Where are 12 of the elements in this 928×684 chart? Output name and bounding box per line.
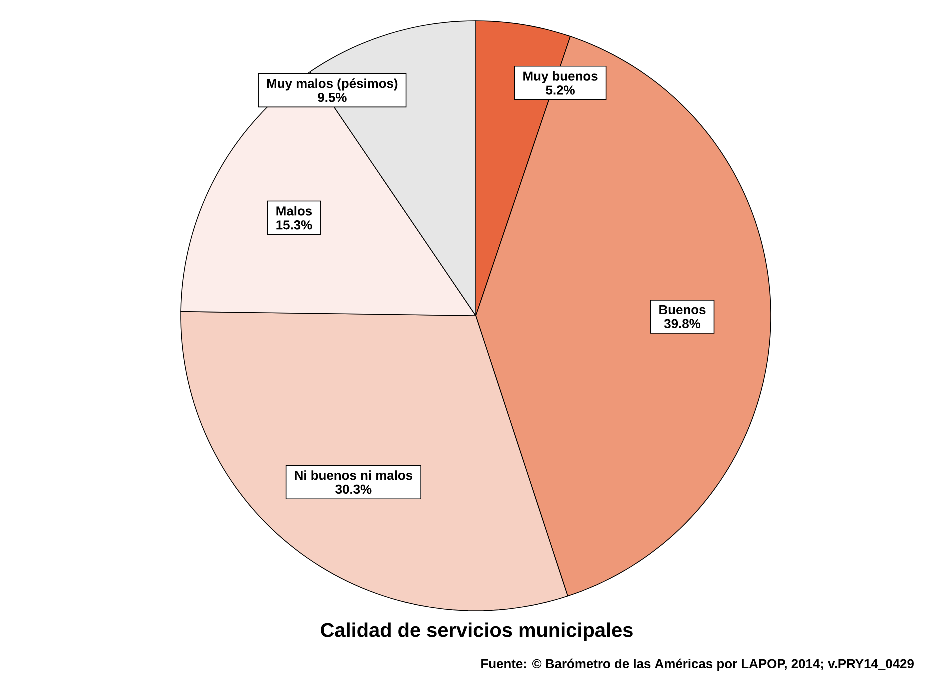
data-label: 15.3%: [276, 220, 312, 230]
slice-label: Muy buenos: [524, 71, 598, 84]
slice-label: Malos: [276, 206, 312, 216]
slice-label: Ni buenos ni malos: [295, 470, 413, 480]
data-label: 30.3%: [336, 484, 372, 494]
slice-label: Buenos: [660, 305, 706, 314]
source-note: Fuente: © Barómetro de las Américas por LAPOP, 2014; v.PRY14_0429: [482, 658, 914, 672]
text: Calidad de servicios municipales: [321, 622, 633, 642]
data-label: 9.5%: [318, 93, 347, 102]
data-label: 5.2%: [546, 86, 575, 95]
slice-label: Muy malos (pésimos): [267, 78, 398, 91]
data-label: 39.8%: [664, 319, 701, 328]
